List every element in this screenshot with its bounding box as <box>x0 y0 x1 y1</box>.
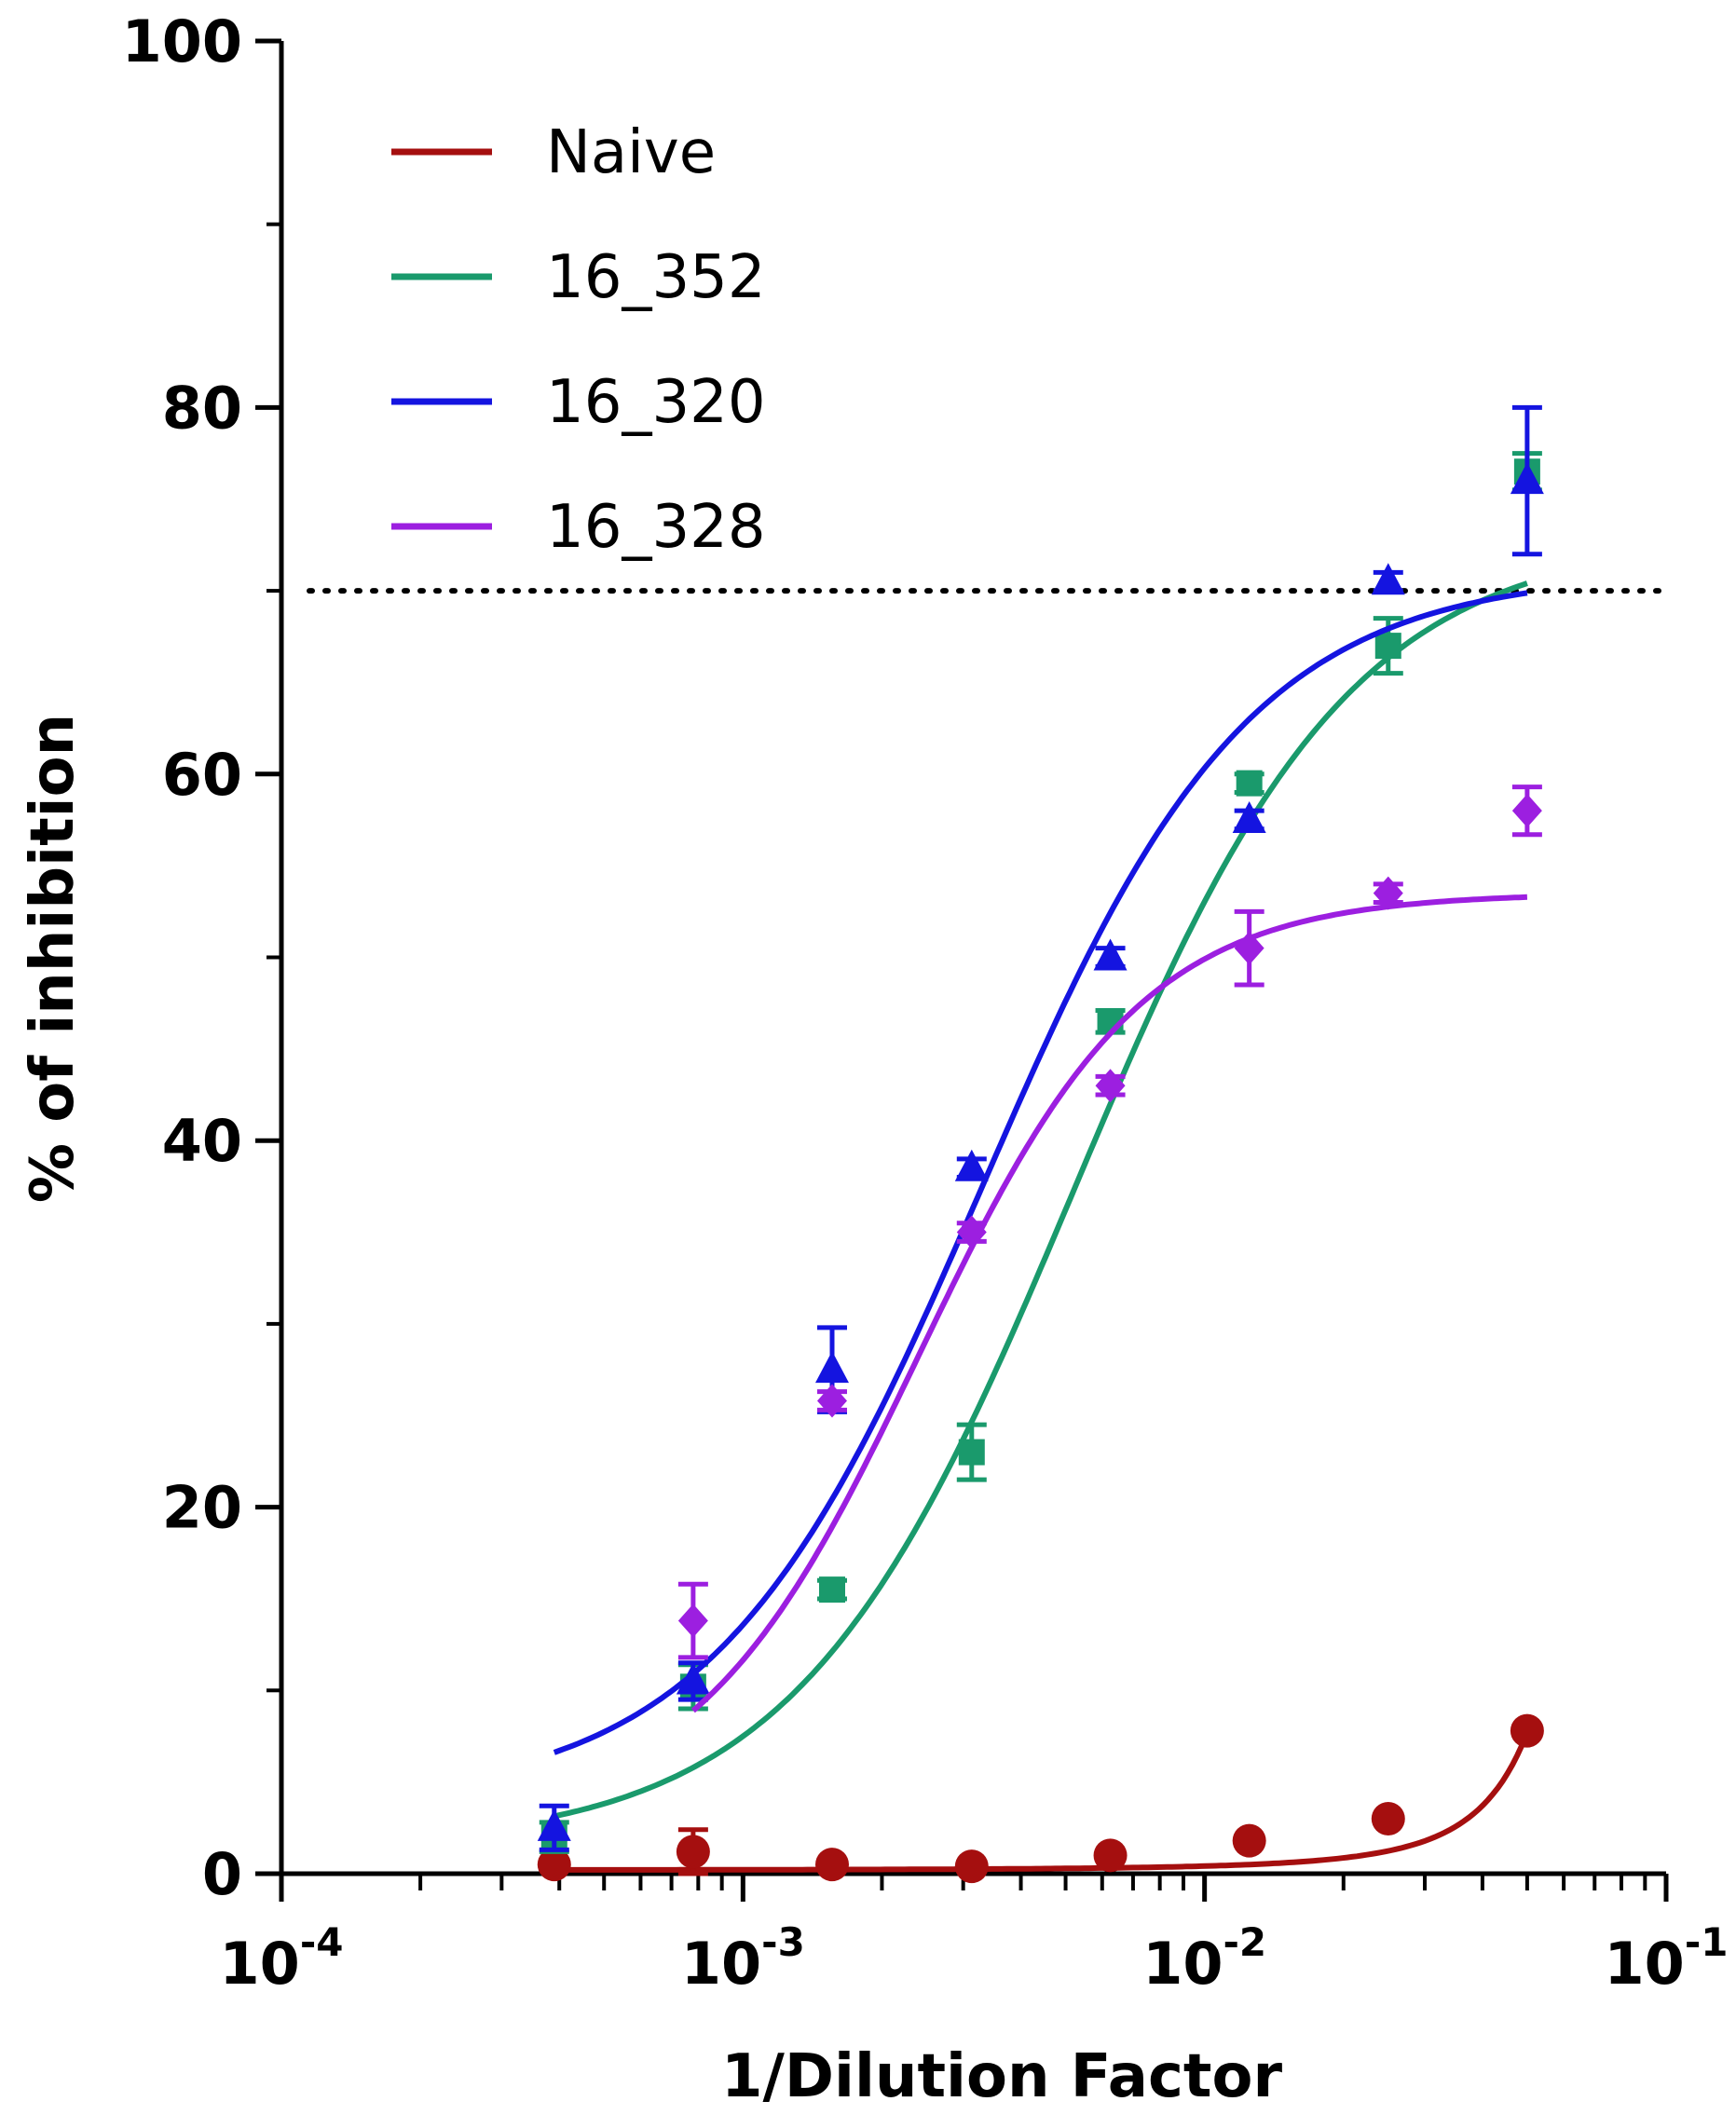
x-tick-label: 10-4 <box>220 1919 344 1998</box>
legend-label: 16_352 <box>546 243 766 312</box>
legend-item: 16_328 <box>391 493 766 562</box>
legend-label: Naive <box>546 118 716 187</box>
series-naive <box>537 1713 1544 1884</box>
data-point <box>814 1351 849 1384</box>
y-tick-label: 80 <box>162 374 242 442</box>
data-point <box>537 1808 571 1841</box>
y-tick-label: 0 <box>202 1840 242 1908</box>
legend-label: 16_328 <box>546 493 766 562</box>
data-point <box>814 1848 849 1882</box>
legend-item: 16_352 <box>391 243 766 312</box>
x-tick-label: 10-3 <box>681 1919 805 1998</box>
fit-curve <box>554 580 1528 1820</box>
x-axis-title: 1/Dilution Factor <box>721 2042 1282 2111</box>
data-point <box>954 1849 989 1884</box>
data-point <box>1511 794 1542 828</box>
data-point <box>818 1576 845 1603</box>
y-tick-label: 40 <box>162 1107 242 1175</box>
y-tick-label: 20 <box>162 1474 242 1542</box>
data-point <box>1510 1713 1544 1748</box>
data-point <box>676 1662 710 1695</box>
data-point <box>537 1848 571 1882</box>
fit-curve <box>553 590 1528 1755</box>
data-point <box>1374 633 1401 660</box>
legend-label: 16_320 <box>546 368 766 437</box>
data-point <box>1371 563 1405 595</box>
data-point <box>1232 1823 1266 1858</box>
legend-item: 16_320 <box>391 368 766 437</box>
legend: Naive 16_352 16_320 16_328 <box>391 118 766 562</box>
y-tick-label: 60 <box>162 741 242 809</box>
data-point <box>958 1439 985 1466</box>
data-point <box>1371 1801 1405 1835</box>
data-point <box>1234 931 1264 965</box>
data-point <box>1095 1069 1126 1103</box>
x-tick-label: 10-1 <box>1605 1919 1729 1998</box>
series-16-328 <box>677 785 1542 1713</box>
data-point <box>1236 770 1263 797</box>
data-point <box>677 1603 708 1638</box>
data-point <box>816 1384 847 1418</box>
data-point <box>1510 462 1544 495</box>
x-tick-label: 10-2 <box>1142 1919 1266 1998</box>
data-point <box>1373 876 1403 910</box>
data-point <box>676 1835 710 1869</box>
series-layer <box>537 404 1544 1884</box>
data-point <box>956 1215 987 1249</box>
legend-item: Naive <box>391 118 716 187</box>
axes: 0 20 40 60 80 100 10-4 10-3 10-2 10-1 <box>122 7 1729 1998</box>
y-axis-title: % of inhibition <box>19 714 88 1203</box>
data-point <box>1232 800 1266 833</box>
fit-curve <box>554 1731 1530 1873</box>
data-point <box>1093 1838 1128 1873</box>
data-point <box>1093 938 1128 971</box>
y-tick-label: 100 <box>122 7 242 75</box>
series-16-352 <box>539 451 1542 1854</box>
data-point <box>954 1149 989 1181</box>
